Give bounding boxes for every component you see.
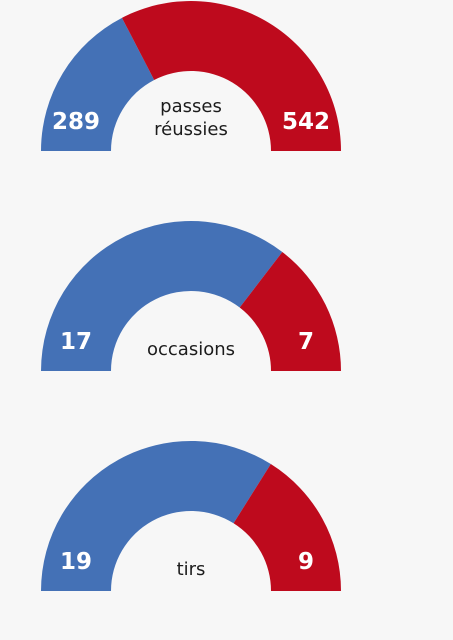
center-label: occasions (147, 339, 235, 360)
center-label: passes (160, 96, 222, 117)
gauge-segment-team-b (121, 0, 342, 152)
value-label-team-b: 542 (282, 109, 330, 135)
gauge-segment-team-a (41, 441, 271, 591)
gauge-chart-3: 19 9 tirs (0, 440, 453, 640)
value-label-team-b: 9 (298, 549, 314, 575)
gauge-segment-team-a (41, 221, 283, 371)
gauge-svg: 19 9 tirs (41, 441, 341, 591)
gauge-svg: 17 7 occasions (41, 221, 341, 371)
value-label-team-b: 7 (298, 329, 314, 355)
value-label-team-a: 289 (52, 109, 100, 135)
gauge-segment-team-a (41, 17, 155, 151)
gauge-segment-team-b (239, 251, 341, 371)
center-label: tirs (177, 559, 206, 580)
value-label-team-a: 17 (60, 329, 92, 355)
gauge-chart-2: 17 7 occasions (0, 220, 453, 420)
gauge-charts: 289 542 passes réussies 17 7 occasions 19 9 tirs (0, 0, 453, 591)
center-label: réussies (154, 119, 228, 140)
value-label-team-a: 19 (60, 549, 92, 575)
gauge-chart-1: 289 542 passes réussies (0, 0, 453, 200)
gauge-segment-team-b (233, 463, 341, 591)
